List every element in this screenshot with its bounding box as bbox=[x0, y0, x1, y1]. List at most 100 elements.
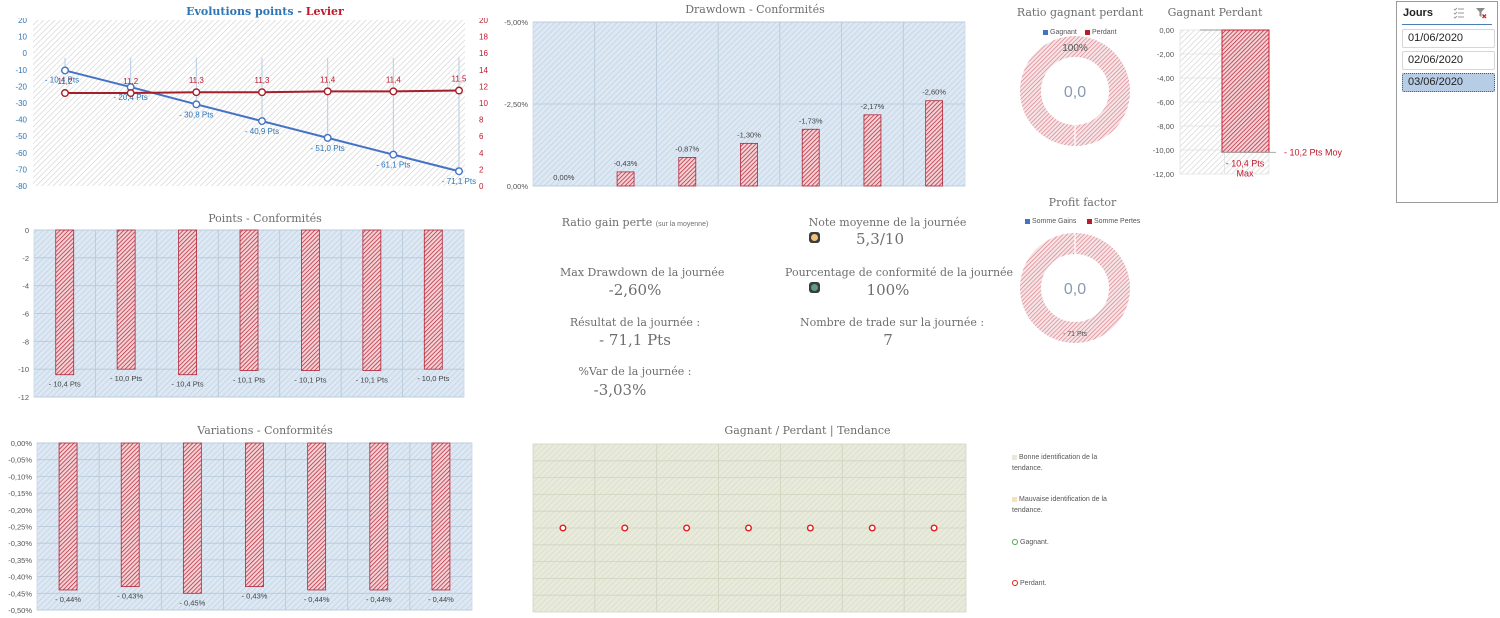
bar bbox=[863, 114, 882, 187]
axis-tick-label: 0,00% bbox=[11, 439, 33, 448]
bar-data-label: - 10,4 Pts bbox=[49, 380, 81, 389]
bar-data-label: - 0,43% bbox=[117, 592, 143, 601]
bar-data-label: -2,17% bbox=[861, 102, 885, 111]
kpi-conformite-label: Pourcentage de conformité de la journée bbox=[785, 266, 1014, 279]
bar-data-label: - 10,1 Pts bbox=[294, 376, 326, 385]
bar bbox=[182, 442, 202, 594]
axis-tick-label: -2,00 bbox=[1157, 50, 1174, 59]
traffic-light-orange-icon bbox=[809, 232, 820, 243]
legend-swatch-blue bbox=[1043, 29, 1048, 35]
points-data-label: - 10,4 Pts bbox=[45, 75, 79, 84]
levier-data-label: 11,3 bbox=[189, 76, 205, 85]
bar-data-label: 0,00% bbox=[553, 173, 575, 182]
bar bbox=[369, 442, 389, 591]
bar bbox=[616, 171, 635, 187]
kpi-resultat-value: - 71,1 Pts bbox=[599, 331, 671, 349]
bar bbox=[362, 229, 382, 371]
axis-tick-label: -6 bbox=[22, 310, 29, 319]
bar-data-label: -2,60% bbox=[922, 88, 946, 97]
axis-tick-label: -0,45% bbox=[8, 589, 32, 598]
ratio-chart-title: Ratio gagnant perdant bbox=[1016, 6, 1144, 19]
bar bbox=[925, 100, 944, 187]
axis-tick-label: -12,00 bbox=[1153, 170, 1174, 179]
tendance-point-perdant bbox=[683, 524, 691, 532]
right-axis-tick: 0 bbox=[479, 182, 484, 191]
right-axis-tick: 16 bbox=[479, 49, 488, 58]
drawdown-chart: -5,00% -2,50% 0,00% 0,00% -0,43% -0,87% -1,30%… bbox=[504, 18, 966, 191]
levier-marker bbox=[323, 87, 332, 96]
right-axis-tick: 6 bbox=[479, 132, 484, 141]
drawdown-chart-title: Drawdown - Conformités bbox=[685, 3, 825, 16]
axis-tick-label: -0,50% bbox=[8, 606, 32, 615]
bar bbox=[301, 229, 320, 371]
bar-data-label: - 10,4 Pts bbox=[172, 380, 204, 389]
slicer-item-01-06-2020[interactable]: 01/06/2020 bbox=[1402, 29, 1495, 48]
left-axis-tick: -70 bbox=[15, 165, 27, 174]
points-data-label: - 51,0 Pts bbox=[311, 144, 345, 153]
bar bbox=[58, 442, 78, 591]
axis-tick-label: -8 bbox=[22, 337, 29, 346]
bar-data-label: - 0,44% bbox=[428, 595, 454, 604]
points-marker bbox=[455, 167, 464, 176]
perdant-bar bbox=[1221, 29, 1270, 153]
slicer-item-02-06-2020[interactable]: 02/06/2020 bbox=[1402, 51, 1495, 70]
kpi-var-value: -3,03% bbox=[593, 381, 647, 399]
bar bbox=[431, 442, 451, 591]
axis-tick-label: -0,20% bbox=[8, 506, 32, 515]
axis-tick-label: -6,00 bbox=[1157, 98, 1174, 107]
bar-data-label: -0,43% bbox=[614, 159, 638, 168]
levier-data-label: 11,2 bbox=[58, 77, 74, 86]
right-axis-tick: 12 bbox=[479, 82, 488, 91]
axis-tick-label: -0,35% bbox=[8, 556, 32, 565]
kpi-ratio-sub: (sur la moyenne) bbox=[655, 221, 709, 228]
tendance-legend-item: Bonne identification de la tendance. bbox=[1012, 454, 1098, 472]
evolution-title-levier: Levier bbox=[305, 5, 344, 18]
levier-marker bbox=[389, 87, 398, 96]
axis-tick-label: -4,00 bbox=[1157, 74, 1174, 83]
clear-filter-icon[interactable] bbox=[1475, 7, 1487, 19]
max-label-line1: - 10,4 Pts bbox=[1226, 158, 1265, 168]
axis-tick-label: -2,50% bbox=[504, 100, 528, 109]
ratio-donut-chart: 0,0 100% bbox=[1020, 36, 1130, 146]
points-data-label: - 30,8 Pts bbox=[179, 110, 213, 119]
left-axis-tick: 0 bbox=[23, 49, 28, 58]
avg-label: - 10,2 Pts Moy bbox=[1284, 147, 1343, 157]
donut-center-value: 0,0 bbox=[1064, 84, 1086, 101]
left-axis-tick: -10 bbox=[15, 66, 27, 75]
kpi-note-label: Note moyenne de la journée bbox=[808, 216, 967, 229]
slicer-item-03-06-2020[interactable]: 03/06/2020 bbox=[1402, 73, 1495, 92]
left-axis-tick: -50 bbox=[15, 132, 27, 141]
legend-square-swatch bbox=[1012, 496, 1017, 502]
bar bbox=[801, 128, 820, 187]
axis-tick-label: -5,00% bbox=[504, 18, 528, 27]
axis-tick-label: -4 bbox=[22, 282, 29, 291]
points-data-label: - 71,1 Pts bbox=[442, 177, 476, 186]
bar-data-label: - 10,1 Pts bbox=[233, 376, 265, 385]
kpi-max-drawdown-label: Max Drawdown de la journée bbox=[560, 266, 725, 279]
evolution-title-sep: - bbox=[293, 5, 306, 18]
bar-data-label: - 10,0 Pts bbox=[417, 374, 449, 383]
points-marker bbox=[258, 117, 267, 126]
legend-swatch-red bbox=[1085, 29, 1090, 35]
axis-tick-label: -0,05% bbox=[8, 456, 32, 465]
levier-marker bbox=[455, 86, 464, 95]
levier-marker bbox=[126, 89, 135, 98]
multi-select-icon[interactable] bbox=[1453, 7, 1465, 19]
left-axis-tick: 10 bbox=[18, 33, 27, 42]
axis-tick-label: -0,30% bbox=[8, 539, 32, 548]
kpi-var-label: %Var de la journée : bbox=[578, 365, 692, 378]
points-marker bbox=[61, 66, 70, 75]
levier-marker bbox=[258, 88, 267, 97]
gagnant-perdant-chart: 0,00 -2,00 -4,00 -6,00 -8,00 -10,00 -12,00 - 10… bbox=[1153, 26, 1343, 179]
left-axis-tick: -20 bbox=[15, 82, 27, 91]
bar bbox=[55, 229, 75, 376]
pf-legend-gains: Somme Gains bbox=[1025, 218, 1076, 225]
legend-circle-marker-icon bbox=[1012, 580, 1018, 587]
axis-tick-label: -12 bbox=[18, 393, 29, 402]
axis-tick-label: 0 bbox=[25, 226, 29, 235]
levier-data-label: 11,4 bbox=[386, 75, 402, 84]
tendance-chart bbox=[532, 443, 967, 613]
profit-factor-donut-chart: 0,0 - 71 Pts bbox=[1020, 233, 1130, 343]
tendance-point-perdant bbox=[868, 524, 876, 532]
bar bbox=[116, 229, 136, 370]
